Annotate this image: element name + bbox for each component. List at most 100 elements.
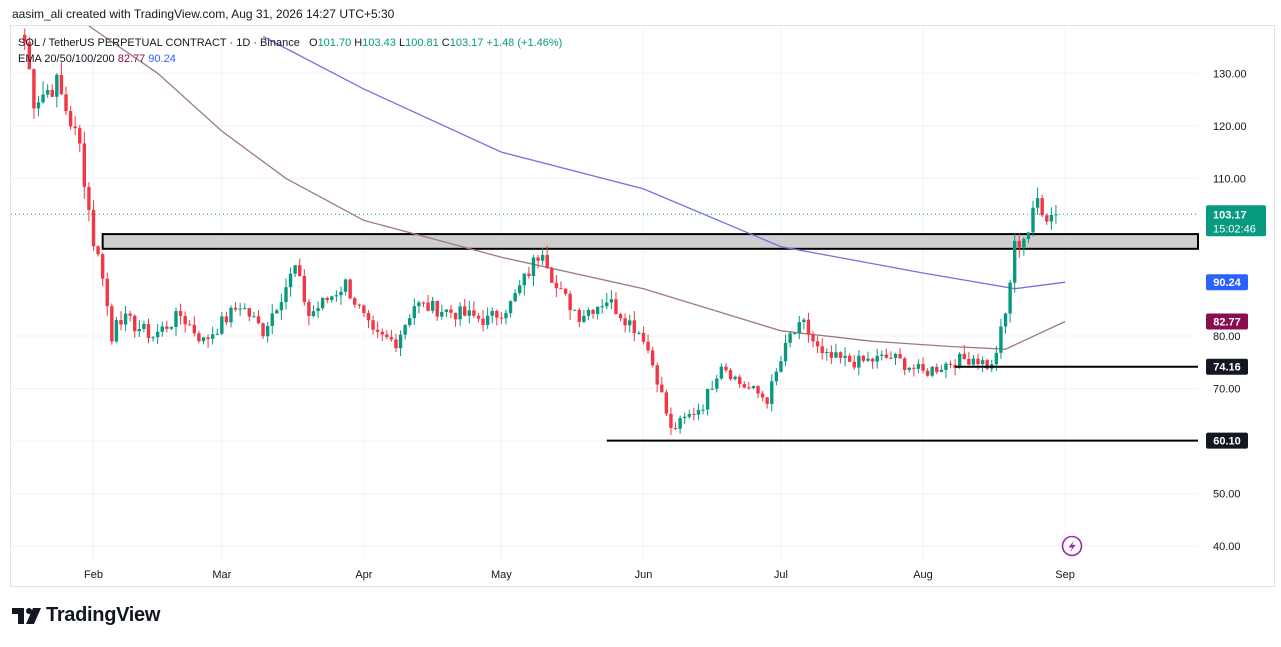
candle-body-up xyxy=(719,366,724,379)
grid xyxy=(11,26,1198,562)
candle-body-up xyxy=(229,307,233,323)
candle-body-down xyxy=(453,312,458,320)
candle-body-down xyxy=(559,288,563,290)
candle-body-down xyxy=(224,316,229,323)
candle-body-up xyxy=(279,302,284,311)
candle-body-up xyxy=(628,320,632,326)
candle-body-down xyxy=(554,282,559,289)
candle-body-down xyxy=(96,246,100,255)
candle-body-up xyxy=(939,369,944,373)
candle-body-down xyxy=(902,358,907,370)
candle-body-up xyxy=(334,295,339,297)
candle-body-down xyxy=(421,302,426,304)
candle-body-up xyxy=(155,331,160,338)
candle-body-up xyxy=(701,409,705,411)
candle-body-up xyxy=(243,308,247,310)
candle-body-down xyxy=(495,311,499,318)
candle-body-down xyxy=(385,334,389,338)
candle-body-up xyxy=(270,313,274,326)
candle-body-up xyxy=(458,306,462,320)
candle-body-down xyxy=(435,300,439,317)
candle-body-down xyxy=(728,370,733,380)
candle-body-up xyxy=(504,313,508,319)
candle-body-down xyxy=(371,320,375,330)
ema-indicator-label[interactable]: EMA 20/50/100/200 xyxy=(18,53,115,65)
candle-body-down xyxy=(889,357,893,359)
candle-body-down xyxy=(742,384,746,388)
candle-body-up xyxy=(430,300,435,311)
candle-body-down xyxy=(614,299,618,315)
candle-body-up xyxy=(710,388,714,390)
ema-price-tag xyxy=(1206,274,1248,291)
candle-body-down xyxy=(133,315,137,332)
candle-body-up xyxy=(1012,240,1017,283)
candle-body-up xyxy=(586,309,591,316)
candle-body-up xyxy=(834,352,838,358)
candle-body-up xyxy=(123,313,128,325)
candle-body-up xyxy=(999,326,1003,353)
candle-body-down xyxy=(545,254,549,268)
candle-body-down xyxy=(64,94,68,112)
candle-body-up xyxy=(637,332,641,334)
candle-body-down xyxy=(50,89,54,97)
open-label: O xyxy=(309,37,318,49)
candle-body-down xyxy=(188,324,192,326)
candle-body-down xyxy=(925,370,930,376)
candle-body-down xyxy=(302,275,307,303)
level-price-tag xyxy=(1206,358,1248,375)
candle-body-down xyxy=(820,346,824,354)
legend-ohlc-row: SOL / TetherUS PERPETUAL CONTRACT · 1D ·… xyxy=(18,35,562,51)
candle-body-down xyxy=(870,358,875,362)
last-price-tag xyxy=(1206,205,1266,237)
time-axis: Feb Mar Apr May Jun Jul Aug Sep xyxy=(84,569,1075,581)
candle-body-up xyxy=(1049,214,1054,222)
candle-body-down xyxy=(641,332,646,342)
candle-body-up xyxy=(609,299,614,303)
candle-body-up xyxy=(1003,313,1008,327)
candle-body-down xyxy=(353,298,357,305)
candle-body-down xyxy=(110,306,114,342)
snapshot-icon[interactable] xyxy=(1061,535,1083,557)
ema-price-tag-label: 90.24 xyxy=(1213,277,1241,289)
change-value: +1.48 (+1.46%) xyxy=(486,37,563,49)
candle-body-down xyxy=(73,126,77,129)
ema-value-1: 82.77 xyxy=(117,53,146,65)
candle-body-down xyxy=(82,143,87,187)
candle-body-down xyxy=(233,307,238,310)
symbol-title[interactable]: SOL / TetherUS PERPETUAL CONTRACT · 1D ·… xyxy=(18,37,300,49)
candle-body-down xyxy=(119,320,123,325)
time-tick-label: May xyxy=(491,569,512,581)
candle-body-down xyxy=(375,329,380,332)
candle-body-down xyxy=(380,331,384,335)
candle-body-up xyxy=(490,311,494,316)
candle-body-up xyxy=(398,334,403,349)
candle-body-up xyxy=(45,89,50,95)
candle-body-up xyxy=(311,311,316,316)
candle-body-down xyxy=(664,392,669,414)
candle-body-up xyxy=(788,333,792,343)
candle-body-down xyxy=(948,363,953,365)
tradingview-logo[interactable]: TradingView xyxy=(12,604,160,627)
candle-body-down xyxy=(536,257,540,261)
candle-body-down xyxy=(976,358,980,365)
candle-body-up xyxy=(880,354,884,356)
candle-body-down xyxy=(100,254,105,279)
candle-body-down xyxy=(68,111,73,127)
low-value: 100.81 xyxy=(405,37,439,49)
candle-body-down xyxy=(256,316,261,324)
chart-legend: SOL / TetherUS PERPETUAL CONTRACT · 1D ·… xyxy=(18,35,562,67)
bar-countdown-label: 15:02:46 xyxy=(1213,223,1256,235)
candle-body-up xyxy=(508,301,513,314)
candle-body-up xyxy=(210,334,215,339)
candle-body-down xyxy=(197,333,201,342)
candle-body-down xyxy=(298,265,302,276)
candle-body-down xyxy=(366,313,371,321)
candle-body-up xyxy=(403,325,407,335)
time-tick-label: Aug xyxy=(913,569,933,581)
level-price-tag-label: 74.16 xyxy=(1213,362,1241,374)
candle-body-up xyxy=(467,310,472,316)
candle-body-up xyxy=(36,102,41,109)
candle-body-down xyxy=(247,308,252,317)
candle-body-down xyxy=(1040,198,1044,216)
